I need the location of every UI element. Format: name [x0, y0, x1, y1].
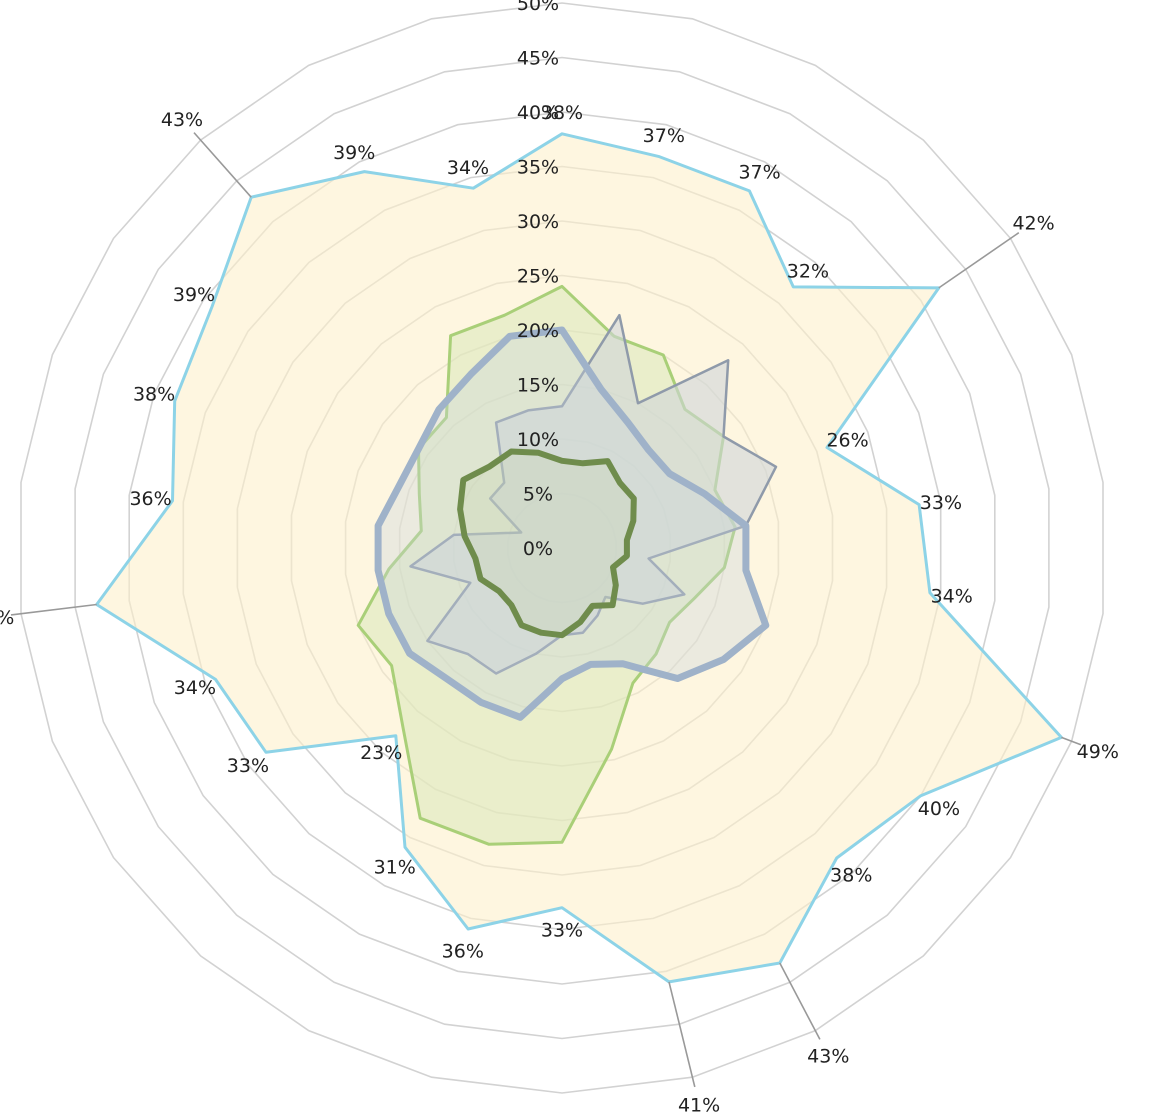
leader-line — [938, 232, 1020, 289]
value-label: 40% — [918, 798, 960, 820]
value-label: 36% — [129, 488, 171, 510]
tick-label: 10% — [517, 429, 559, 451]
radar-series — [95, 132, 1063, 984]
tick-label: 35% — [517, 157, 559, 179]
value-label: 34% — [931, 585, 973, 607]
tick-label: 20% — [517, 320, 559, 342]
value-label: 38% — [541, 102, 583, 124]
value-label: 33% — [227, 755, 269, 777]
leader-line — [10, 603, 97, 616]
tick-label: 40% — [517, 102, 559, 124]
radial-tick-labels: 0% 5% 10% 15% 20% 25% 30% 35% 40% 45% 50% — [517, 0, 559, 560]
tick-label: 0% — [523, 538, 553, 560]
series-5-area — [457, 448, 637, 639]
leader-line — [193, 132, 252, 198]
value-label: 33% — [541, 920, 583, 942]
value-label: 33% — [920, 492, 962, 514]
value-label: 32% — [787, 261, 829, 283]
series-4-area — [374, 326, 770, 721]
leader-line — [1061, 736, 1082, 746]
value-label: 36% — [442, 940, 484, 962]
tick-label: 30% — [517, 211, 559, 233]
value-label: 39% — [173, 284, 215, 306]
value-label: 34% — [447, 157, 489, 179]
leader-line — [668, 981, 696, 1088]
leader-line — [779, 962, 821, 1040]
grid-ring-50 — [20, 2, 1104, 1094]
value-label: 31% — [374, 857, 416, 879]
grid-ring-45 — [74, 56, 1050, 1040]
value-label: 39% — [333, 142, 375, 164]
value-label: 38% — [830, 865, 872, 887]
value-label: 49% — [1077, 741, 1119, 763]
value-label: 43% — [807, 1045, 849, 1067]
tick-label: 5% — [523, 484, 553, 506]
value-label: 37% — [643, 125, 685, 147]
tick-label: 15% — [517, 375, 559, 397]
value-label: 42% — [1012, 213, 1054, 235]
value-label: 41% — [678, 1094, 720, 1115]
value-label: 43% — [0, 607, 14, 629]
value-label: 37% — [738, 161, 780, 183]
value-label: 34% — [174, 677, 216, 699]
tick-label: 45% — [517, 48, 559, 70]
value-label: 23% — [360, 742, 402, 764]
value-label: 26% — [826, 430, 868, 452]
value-labels: 38%37%37%32%42%26%33%34%49%40%38%43%41%3… — [0, 102, 1119, 1115]
tick-label: 25% — [517, 266, 559, 288]
value-label: 38% — [133, 383, 175, 405]
grid-ring-40 — [128, 111, 996, 985]
tick-label: 50% — [517, 0, 559, 15]
value-label: 43% — [161, 109, 203, 131]
